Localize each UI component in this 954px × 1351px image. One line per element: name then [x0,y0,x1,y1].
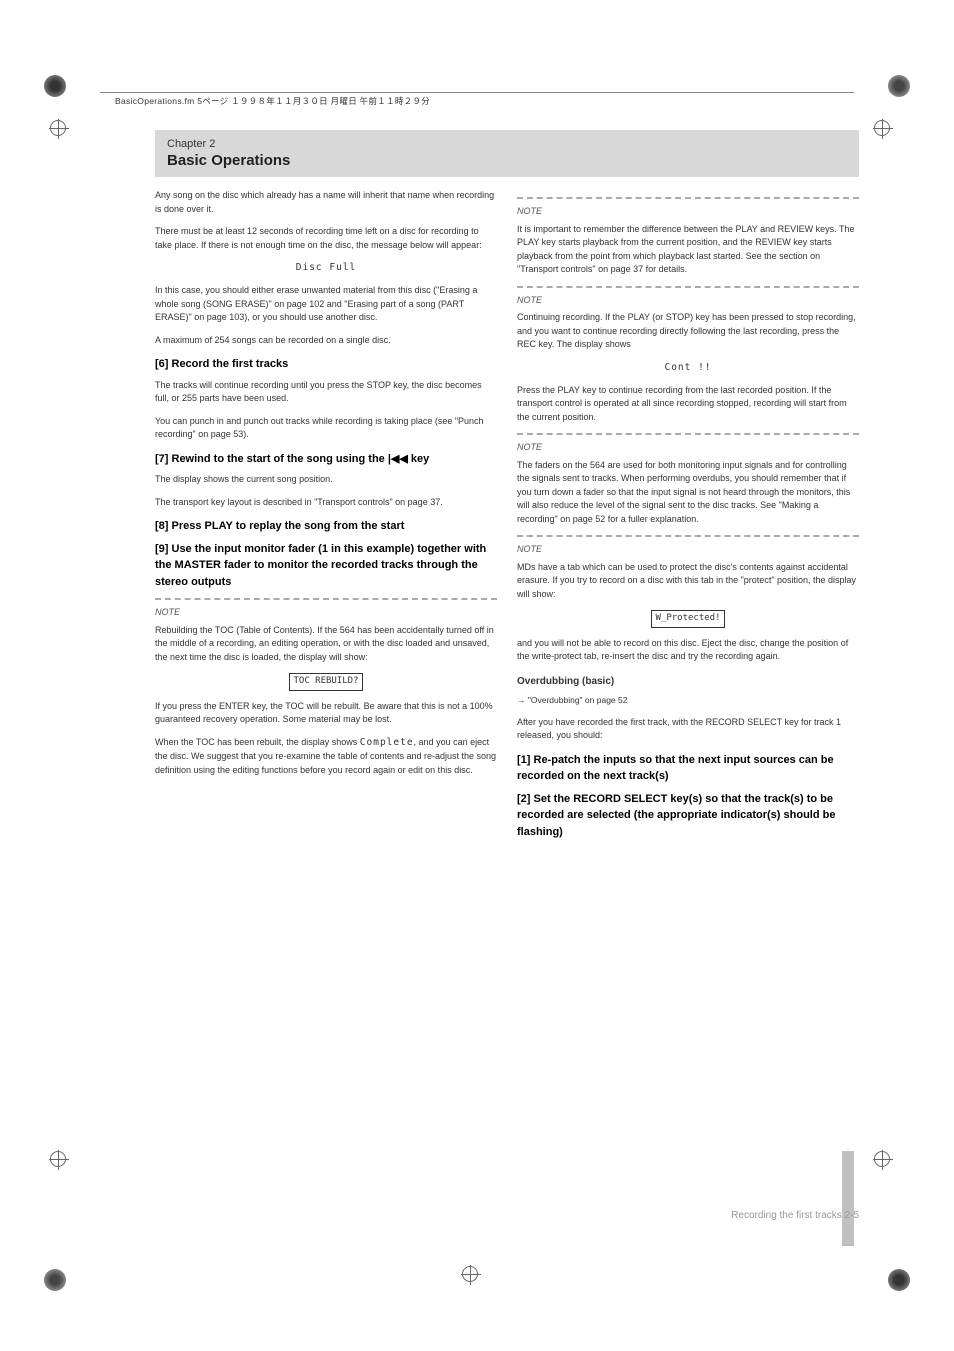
chapter-label: Chapter 2 [167,138,847,150]
note-text: If you press the ENTER key, the TOC will… [155,700,497,727]
body-text: The transport key layout is described in… [155,496,497,510]
display-message: Complete [360,737,414,748]
step-heading: [2] Set the RECORD SELECT key(s) so that… [517,791,859,841]
note-label: NOTE [517,441,859,455]
print-mark-tl [44,75,66,97]
note-text: Press the PLAY key to continue recording… [517,384,859,425]
note-label: NOTE [155,606,497,620]
right-column: NOTE It is important to remember the dif… [517,189,859,846]
body-text: The display shows the current song posit… [155,473,497,487]
display-message-boxed: TOC REBUILD? [289,673,362,691]
step-heading: [1] Re-patch the inputs so that the next… [517,752,859,785]
note-divider [517,535,859,537]
note-label: NOTE [517,294,859,308]
chapter-title: Basic Operations [167,152,847,169]
left-column: Any song on the disc which already has a… [155,189,497,846]
display-message: Cont !! [664,362,711,373]
note-divider [517,286,859,288]
display-message: Disc Full [296,262,356,273]
display-message-boxed: W_Protected! [651,610,724,628]
registration-mark [874,1151,904,1181]
note-text: Continuing recording. If the PLAY (or ST… [517,311,859,352]
note-text: and you will not be able to record on th… [517,637,859,664]
body-text: You can punch in and punch out tracks wh… [155,415,497,442]
body-text: Any song on the disc which already has a… [155,189,497,216]
body-text: The tracks will continue recording until… [155,379,497,406]
registration-mark [462,1266,492,1296]
note-text: Rebuilding the TOC (Table of Contents). … [155,624,497,665]
print-mark-br [888,1269,910,1291]
body-text: There must be at least 12 seconds of rec… [155,225,497,252]
step-heading: [9] Use the input monitor fader (1 in th… [155,541,497,591]
two-column-layout: Any song on the disc which already has a… [155,189,859,846]
note-label: NOTE [517,543,859,557]
step-heading: [6] Record the first tracks [155,356,497,373]
page-footer: Recording the first tracks 2-5 [731,1210,859,1221]
step-heading: [7] Rewind to the start of the song usin… [155,451,497,468]
print-mark-tr [888,75,910,97]
note-divider [517,197,859,199]
note-divider [517,433,859,435]
note-divider [155,598,497,600]
note-text: MDs have a tab which can be used to prot… [517,561,859,602]
page-content: Chapter 2 Basic Operations Any song on t… [155,130,859,1221]
note-text: The faders on the 564 are used for both … [517,459,859,527]
cross-ref: → "Overdubbing" on page 52 [517,694,859,707]
registration-mark [50,120,80,150]
step-heading: [8] Press PLAY to replay the song from t… [155,518,497,535]
print-mark-bl [44,1269,66,1291]
chapter-header: Chapter 2 Basic Operations [155,130,859,177]
body-text: After you have recorded the first track,… [517,716,859,743]
header-filename: BasicOperations.fm 5ページ １９９８年１１月３０日 月曜日 … [115,95,430,107]
body-text: A maximum of 254 songs can be recorded o… [155,334,497,348]
note-label: NOTE [517,205,859,219]
note-text: It is important to remember the differen… [517,223,859,277]
registration-mark [874,120,904,150]
note-text: When the TOC has been rebuilt, the displ… [155,736,497,777]
body-text: In this case, you should either erase un… [155,284,497,325]
header-rule [100,92,854,93]
registration-mark [50,1151,80,1181]
subsection-title: Overdubbing (basic) [517,674,859,689]
